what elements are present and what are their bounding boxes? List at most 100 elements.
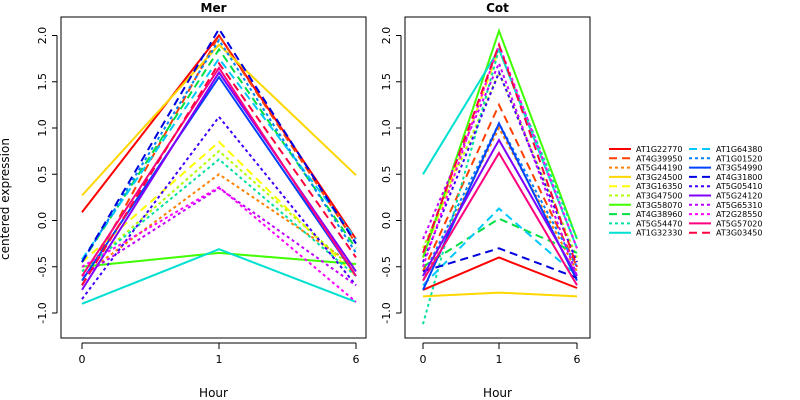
- panel-title: Cot: [486, 1, 509, 15]
- x-tick-label: 0: [79, 353, 86, 366]
- series-line-at4g31800: [422, 247, 578, 279]
- legend-item-at3g16350: AT3G16350: [609, 182, 682, 191]
- series-line-at4g39950: [422, 102, 578, 272]
- series-line-at3g47500: [422, 69, 578, 258]
- plot-frame: [404, 16, 591, 339]
- plot-frame: [60, 16, 367, 339]
- chart-legend: AT1G22770AT4G39950AT5G44190AT3G24500AT3G…: [609, 145, 762, 238]
- series-line-at5g54470: [422, 46, 578, 325]
- x-tick-label: 1: [216, 353, 223, 366]
- legend-item-at3g03450: AT3G03450: [689, 229, 762, 238]
- y-tick-label: 0.5: [36, 166, 49, 184]
- series-line-at3g24500: [422, 291, 578, 298]
- legend-label: AT5G44190: [636, 164, 682, 173]
- series-line-at5g54470: [81, 158, 357, 277]
- series-line-at5g65310: [422, 60, 578, 277]
- series-line-at4g38960: [81, 47, 357, 263]
- legend-label: AT3G47500: [636, 192, 682, 201]
- series-line-at1g22770: [422, 256, 578, 291]
- y-tick-label: 1.0: [380, 119, 393, 137]
- legend-item-at4g31800: AT4G31800: [689, 173, 762, 182]
- series-line-at1g22770: [81, 33, 357, 240]
- legend-label: AT5G54470: [636, 219, 682, 228]
- legend-label: AT5G57020: [716, 219, 762, 228]
- legend-label: AT3G24500: [636, 173, 682, 182]
- legend-item-at3g24500: AT3G24500: [609, 173, 682, 182]
- y-axis-title: centered expression: [0, 138, 12, 260]
- legend-label: AT4G38960: [636, 210, 682, 219]
- y-tick-label: 1.5: [380, 73, 393, 91]
- legend-item-at1g32330: AT1G32330: [609, 229, 682, 238]
- y-tick-label: 1.5: [36, 73, 49, 91]
- series-line-at3g16350: [81, 140, 357, 277]
- series-line-at1g01520: [81, 38, 357, 263]
- legend-item-at5g05410: AT5G05410: [689, 182, 762, 191]
- series-line-at4g39950: [81, 33, 357, 286]
- legend-item-at5g44190: AT5G44190: [609, 164, 682, 173]
- series-line-at3g58070: [81, 251, 357, 268]
- legend-label: AT4G31800: [716, 173, 762, 182]
- legend-label: AT5G65310: [716, 201, 762, 210]
- y-tick-label: 0.0: [36, 212, 49, 230]
- legend-item-at5g65310: AT5G65310: [689, 201, 762, 210]
- legend-label: AT1G64380: [716, 145, 762, 154]
- series-line-at1g64380: [81, 56, 357, 260]
- series-line-at5g57020: [422, 151, 578, 286]
- series-line-at1g64380: [422, 207, 578, 287]
- legend-item-at3g58070: AT3G58070: [609, 201, 682, 210]
- legend-label: AT4G39950: [636, 154, 682, 163]
- series-line-at5g05410: [81, 115, 357, 300]
- panel-title: Mer: [201, 1, 227, 15]
- y-tick-label: 1.0: [36, 119, 49, 137]
- legend-label: AT1G22770: [636, 145, 682, 154]
- series-line-at3g03450: [422, 41, 578, 268]
- x-tick-label: 6: [574, 353, 581, 366]
- legend-item-at5g24120: AT5G24120: [689, 192, 762, 201]
- x-tick-label: 1: [496, 353, 503, 366]
- series-line-at5g24120: [422, 137, 578, 277]
- series-line-at5g05410: [422, 69, 578, 263]
- legend-item-at5g57020: AT5G57020: [689, 219, 762, 228]
- series-line-at3g03450: [81, 61, 357, 286]
- series-line-at2g28550: [81, 185, 357, 303]
- x-tick-label: 6: [353, 353, 360, 366]
- series-line-at5g44190: [81, 173, 357, 277]
- legend-label: AT5G24120: [716, 192, 762, 201]
- legend-label: AT3G58070: [636, 201, 682, 210]
- y-tick-label: 0.5: [380, 166, 393, 184]
- series-line-at5g57020: [81, 66, 357, 277]
- legend-item-at1g01520: AT1G01520: [689, 154, 762, 163]
- legend-item-at4g39950: AT4G39950: [609, 154, 682, 163]
- series-line-at1g32330: [81, 248, 357, 305]
- legend-item-at1g22770: AT1G22770: [609, 145, 682, 154]
- series-line-at3g54990: [422, 121, 578, 291]
- legend-label: AT3G03450: [716, 229, 762, 238]
- y-tick-label: -0.5: [380, 256, 393, 277]
- y-tick-label: 2.0: [380, 27, 393, 45]
- legend-label: AT3G16350: [636, 182, 682, 191]
- legend-item-at1g64380: AT1G64380: [689, 145, 762, 154]
- chart-panels: Mer -1.0 -0.5 0.0 0.5 1.0 1.5 2.0 0 1 6 Hour Cot -1.0…: [36, 1, 591, 400]
- legend-label: AT5G05410: [716, 182, 762, 191]
- series-line-at3g47500: [81, 149, 357, 273]
- legend-label: AT1G01520: [716, 154, 762, 163]
- legend-item-at2g28550: AT2G28550: [689, 210, 762, 219]
- x-axis-title: Hour: [483, 386, 512, 400]
- y-tick-label: -1.0: [36, 302, 49, 323]
- series-line-at1g32330: [422, 47, 578, 249]
- y-tick-label: 2.0: [36, 27, 49, 45]
- panel-mer: Mer -1.0 -0.5 0.0 0.5 1.0 1.5 2.0 0 1 6 Hour: [36, 1, 367, 400]
- y-tick-label: -0.5: [36, 256, 49, 277]
- legend-label: AT2G28550: [716, 210, 762, 219]
- legend-label: AT3G54990: [716, 164, 762, 173]
- y-tick-label: -1.0: [380, 302, 393, 323]
- panel-cot: Cot -1.0 -0.5 0.0 0.5 1.0 1.5 2.0 0 1 6 Hour: [380, 1, 591, 400]
- legend-label: AT1G32330: [636, 229, 682, 238]
- series-line-at3g24500: [81, 43, 357, 197]
- x-axis-title: Hour: [199, 386, 228, 400]
- x-tick-label: 0: [420, 353, 427, 366]
- legend-item-at3g54990: AT3G54990: [689, 164, 762, 173]
- y-tick-label: 0.0: [380, 212, 393, 230]
- legend-item-at4g38960: AT4G38960: [609, 210, 682, 219]
